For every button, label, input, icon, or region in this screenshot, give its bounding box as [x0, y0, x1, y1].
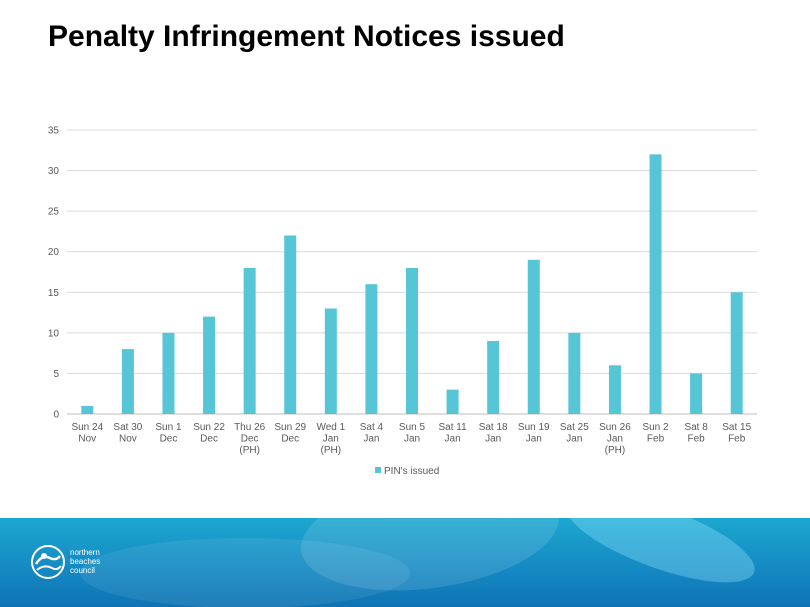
x-tick-label: Thu 26 Dec (PH)	[234, 422, 266, 456]
logo-line: beaches	[70, 557, 101, 566]
y-tick-label: 5	[53, 369, 59, 380]
y-tick-label: 30	[48, 166, 60, 177]
bar	[527, 259, 540, 414]
bar	[243, 267, 256, 414]
x-tick-label: Sun 26 Jan (PH)	[599, 422, 631, 456]
x-tick-label: Wed 1 Jan (PH)	[316, 422, 345, 456]
slide-title: Penalty Infringement Notices issued	[48, 20, 565, 53]
bar	[406, 267, 418, 414]
x-tick-label: Sat 18 Jan	[479, 422, 508, 445]
legend-label: PIN's issued	[384, 466, 439, 477]
x-tick-label: Sun 29 Dec	[274, 422, 306, 445]
bar	[324, 308, 337, 414]
bar	[284, 235, 297, 414]
bar	[649, 154, 662, 415]
bar	[203, 316, 216, 414]
logo-line: council	[70, 566, 95, 575]
x-tick-label: Sun 1 Dec	[155, 422, 182, 445]
bar	[162, 332, 175, 414]
y-tick-label: 15	[48, 288, 60, 299]
council-logo-icon	[31, 545, 65, 579]
bar-chart: 0 5 10 15 20 25 30 35 Sun 24 Nov Sat 30 Nov Sun 1 Dec…	[48, 126, 757, 477]
x-tick-label: Sun 2 Feb	[642, 422, 669, 445]
bar	[730, 292, 743, 414]
bar	[446, 389, 459, 414]
footer-banner: northern beaches council	[0, 518, 810, 607]
bar	[690, 373, 703, 414]
x-tick-label: Sun 24 Nov	[71, 422, 103, 445]
logo-line: northern	[70, 548, 100, 557]
x-tick-label: Sat 15 Feb	[722, 422, 751, 445]
y-tick-label: 10	[48, 328, 60, 339]
council-logo-text: northern beaches council	[70, 548, 100, 575]
x-tick-label: Sat 8 Feb	[684, 422, 708, 445]
bar	[365, 284, 378, 414]
bar	[121, 349, 134, 414]
x-tick-label: Sat 25 Jan	[560, 422, 589, 445]
bar	[81, 405, 94, 414]
legend-swatch	[375, 467, 381, 473]
bar	[608, 365, 621, 414]
x-tick-label: Sat 4 Jan	[360, 422, 384, 445]
x-tick-label: Sat 11 Jan	[439, 422, 468, 445]
x-tick-label: Sat 30 Nov	[113, 422, 142, 445]
bar	[487, 340, 500, 414]
x-tick-label: Sun 5 Jan	[399, 422, 426, 445]
x-tick-label: Sun 19 Jan	[518, 422, 550, 445]
x-tick-label: Sun 22 Dec	[193, 422, 225, 445]
y-tick-label: 25	[48, 207, 60, 218]
y-tick-label: 20	[48, 247, 60, 258]
y-tick-label: 35	[48, 126, 60, 137]
bar	[568, 332, 581, 414]
y-tick-label: 0	[53, 410, 59, 421]
